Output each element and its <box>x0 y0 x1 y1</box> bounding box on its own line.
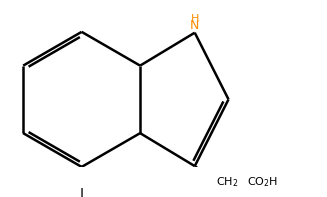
Text: H: H <box>191 14 199 24</box>
Text: I: I <box>80 187 84 197</box>
Text: CH$_2$: CH$_2$ <box>215 175 238 189</box>
Text: N: N <box>190 19 199 32</box>
Text: CO$_2$H: CO$_2$H <box>247 175 278 189</box>
